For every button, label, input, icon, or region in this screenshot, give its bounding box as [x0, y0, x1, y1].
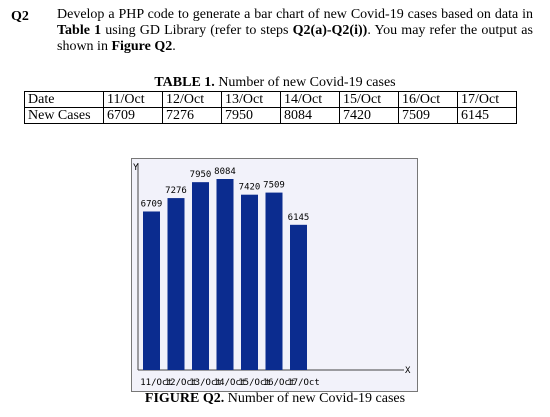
table-cell-cases: 8084 [280, 107, 340, 124]
table-caption-text: Number of new Covid-19 cases [214, 75, 396, 90]
bar-value-label: 6709 [141, 199, 163, 209]
table-cell-date: 17/Oct [457, 91, 517, 108]
table-cell-date: 11/Oct [103, 91, 163, 108]
y-axis-label: Y [133, 163, 139, 173]
figure-caption: FIGURE Q2. Number of new Covid-19 cases [0, 391, 550, 407]
chart-bar [167, 198, 185, 370]
question-text-part-4: . [172, 39, 176, 54]
table-row-label-date: Date [24, 91, 104, 108]
chart-bar [241, 194, 258, 370]
table-cell-cases: 6145 [457, 107, 517, 124]
bar-value-label: 7276 [165, 186, 187, 196]
steps-reference: Q2(a)-Q2(i)) [292, 23, 368, 38]
table-row-cases: New Cases 6709 7276 7950 8084 7420 7509 … [24, 107, 517, 124]
question-text-part-2: using GD Library (refer to steps [101, 23, 293, 38]
chart-bar [192, 182, 209, 370]
table-cell-cases: 6709 [103, 107, 163, 124]
table-cell-cases: 7276 [162, 107, 222, 124]
table-cell-date: 12/Oct [162, 91, 222, 108]
table-cell-date: 16/Oct [398, 91, 458, 108]
table-cell-date: 14/Oct [280, 91, 340, 108]
cases-table: Date 11/Oct 12/Oct 13/Oct 14/Oct 15/Oct … [24, 91, 517, 124]
question-text-part-3: . You may refer the output as shown in [57, 23, 533, 54]
x-tick-label: 11/Oct [140, 378, 173, 388]
table-row-label-cases: New Cases [24, 107, 104, 124]
chart-bar [265, 192, 283, 370]
bar-value-label: 7509 [263, 181, 285, 191]
figure-caption-label: FIGURE Q2. [144, 391, 225, 406]
chart-bar [143, 211, 160, 370]
table-caption: TABLE 1. Number of new Covid-19 cases [0, 75, 550, 91]
chart-bar [216, 179, 234, 370]
x-tick-label: 17/Oct [287, 378, 320, 388]
x-tick-label: 14/Oct [214, 378, 247, 388]
figure-reference: Figure Q2 [111, 39, 173, 54]
chart-bar [290, 224, 307, 370]
figure-caption-text: Number of new Covid-19 cases [224, 391, 406, 406]
table-cell-cases: 7509 [398, 107, 458, 124]
x-tick-label: 12/Oct [165, 378, 198, 388]
x-tick-label: 16/Oct [263, 378, 296, 388]
table-cell-cases: 7950 [221, 107, 281, 124]
bar-value-label: 7420 [239, 183, 261, 193]
question-text: Develop a PHP code to generate a bar cha… [57, 7, 533, 55]
bar-value-label: 8084 [214, 167, 236, 177]
x-axis-label: X [405, 366, 411, 376]
table-cell-cases: 7420 [339, 107, 399, 124]
bar-value-label: 7950 [190, 170, 212, 180]
table-cell-date: 13/Oct [221, 91, 281, 108]
table-reference: Table 1 [57, 23, 102, 38]
x-tick-label: 15/Oct [238, 378, 271, 388]
table-row-date: Date 11/Oct 12/Oct 13/Oct 14/Oct 15/Oct … [24, 91, 517, 108]
x-tick-label: 13/Oct [189, 378, 222, 388]
bar-value-label: 6145 [288, 213, 310, 223]
question-text-part-1: Develop a PHP code to generate a bar cha… [57, 7, 533, 22]
bar-chart: Y X 6709 7276 7950 8084 7420 7509 6145 11/Oct 12/O… [131, 158, 418, 392]
table-cell-date: 15/Oct [339, 91, 399, 108]
question-number: Q2 [11, 9, 29, 24]
table-caption-label: TABLE 1. [154, 75, 215, 90]
